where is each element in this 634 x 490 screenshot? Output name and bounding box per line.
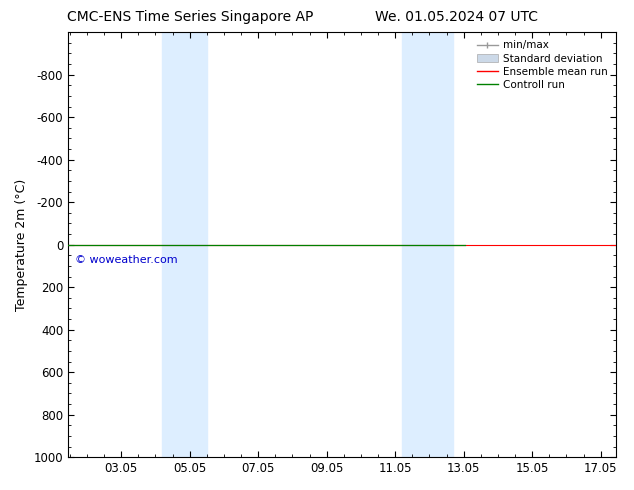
Text: We. 01.05.2024 07 UTC: We. 01.05.2024 07 UTC — [375, 10, 538, 24]
Bar — [162, 32, 207, 457]
Legend: min/max, Standard deviation, Ensemble mean run, Controll run: min/max, Standard deviation, Ensemble me… — [474, 37, 611, 93]
Text: CMC-ENS Time Series Singapore AP: CMC-ENS Time Series Singapore AP — [67, 10, 313, 24]
Y-axis label: Temperature 2m (°C): Temperature 2m (°C) — [15, 178, 28, 311]
Text: © woweather.com: © woweather.com — [75, 255, 178, 265]
Bar — [402, 32, 453, 457]
